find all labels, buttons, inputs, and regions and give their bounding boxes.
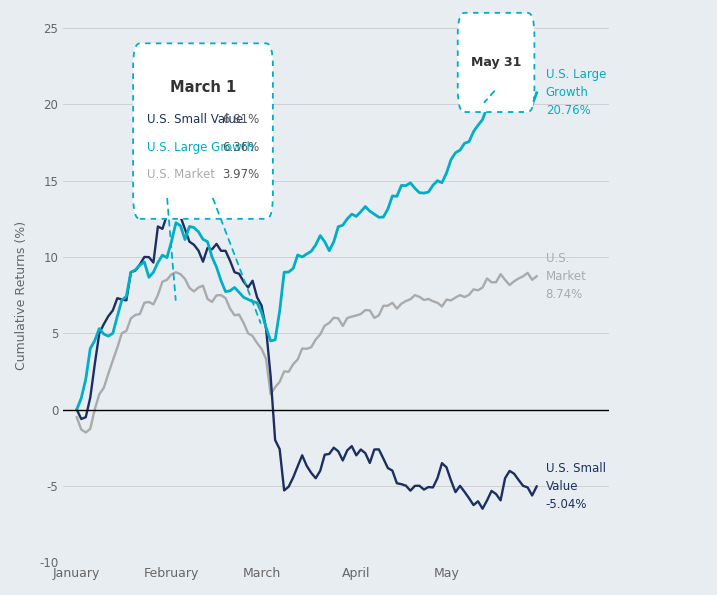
Text: U.S. Large
Growth
20.76%: U.S. Large Growth 20.76% [546, 68, 606, 117]
Text: U.S. Small Value: U.S. Small Value [147, 113, 243, 126]
Text: May 31: May 31 [471, 56, 521, 69]
Text: U.S.
Market
8.74%: U.S. Market 8.74% [546, 252, 587, 300]
Y-axis label: Cumulative Returns (%): Cumulative Returns (%) [15, 221, 28, 369]
Text: March 1: March 1 [170, 80, 236, 95]
Text: U.S. Market: U.S. Market [147, 168, 214, 181]
Text: 6.81%: 6.81% [222, 113, 260, 126]
FancyBboxPatch shape [133, 43, 273, 219]
Text: U.S. Small
Value
-5.04%: U.S. Small Value -5.04% [546, 462, 606, 511]
Text: 6.36%: 6.36% [222, 140, 260, 154]
Text: U.S. Large Growth: U.S. Large Growth [147, 140, 254, 154]
FancyBboxPatch shape [457, 13, 534, 112]
Text: 3.97%: 3.97% [222, 168, 260, 181]
